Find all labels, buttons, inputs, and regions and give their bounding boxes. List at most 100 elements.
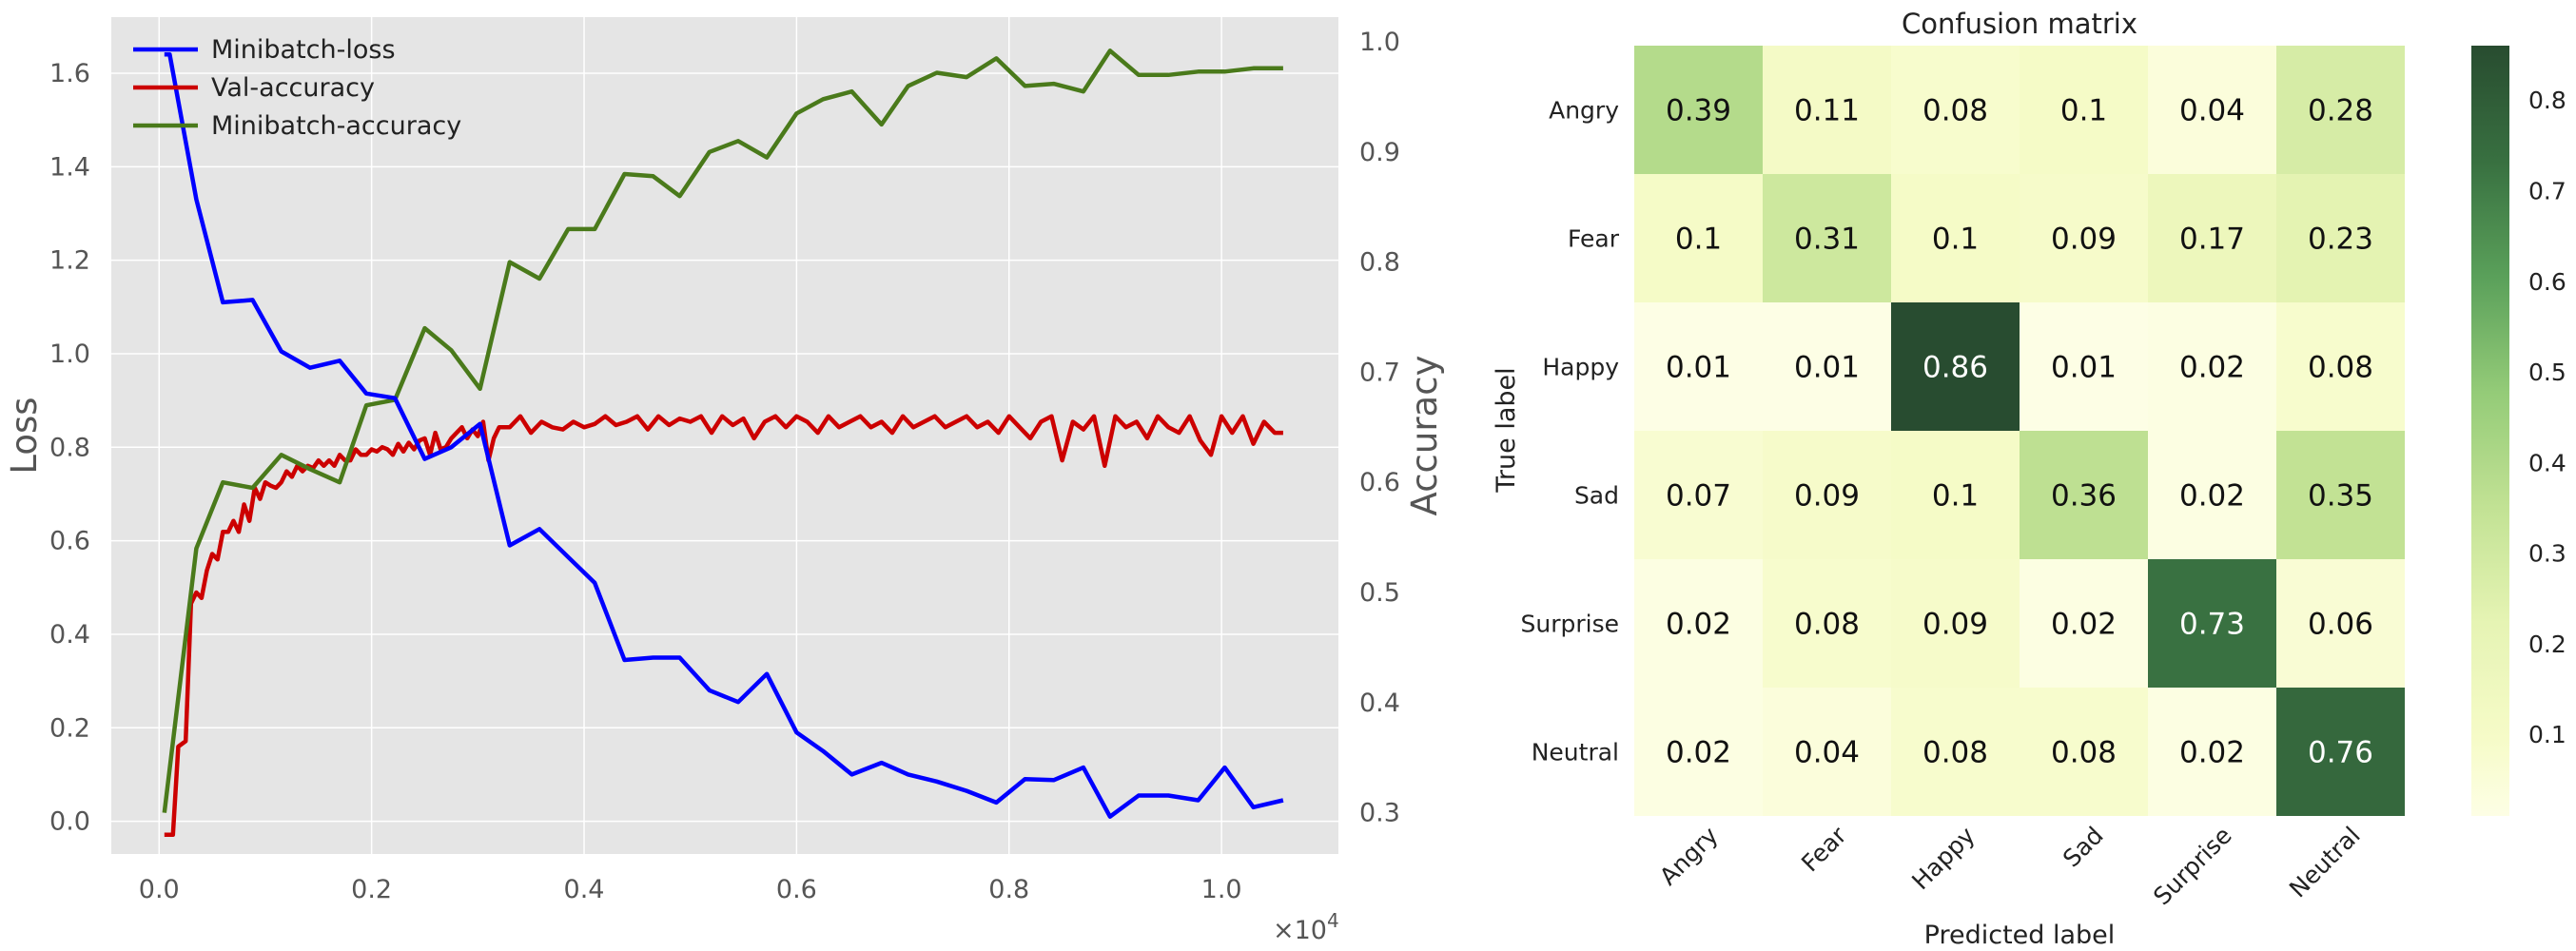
heatmap-cell [2020,559,2148,688]
y2-axis-label: Accuracy [1404,356,1445,516]
colorbar-tick-label: 0.7 [2528,177,2566,204]
cell-value-label: 0.07 [1666,479,1731,514]
colorbar-tick-label: 0.4 [2528,449,2566,476]
legend-label: Minibatch-accuracy [211,111,461,141]
heatmap-cell [1634,302,1763,431]
cell-value-label: 0.73 [2179,608,2245,642]
x-tick-label: Sad [2058,822,2109,873]
x-tick-label: 0.0 [139,875,180,904]
x-tick-labels: Angry Fear Happy Sad Surprise Neutral [1654,821,2366,910]
cell-value-label: 0.02 [2179,736,2245,770]
heatmap-cell [2148,431,2276,559]
x-axis-label: Predicted label [1924,921,2116,950]
x-tick-label: 0.2 [351,875,392,904]
cell-value-label: 0.01 [2051,351,2117,385]
gridlines [111,17,1338,854]
heatmap-cell [1634,174,1763,302]
heatmap-cell [2020,174,2148,302]
heatmap-cell [2276,431,2405,559]
heatmap-cell [1634,559,1763,688]
y-axis-label: True label [1492,367,1521,493]
heatmap-cell [1763,431,1891,559]
heatmap-cell [2148,559,2276,688]
x-tick-label: 0.4 [564,875,605,904]
colorbar: 0.1 0.2 0.3 0.4 0.5 0.6 0.7 0.8 [2471,46,2566,816]
y2-tick-labels: 0.3 0.4 0.5 0.6 0.7 0.8 0.9 1.0 [1359,28,1400,828]
cell-value-label: 0.01 [1794,351,1860,385]
heatmap-cell [2020,431,2148,559]
cell-value-label: 0.31 [1794,223,1860,257]
series-line-minibatch-accuracy [162,49,1283,813]
cell-value-label: 0.17 [2179,223,2245,257]
y-tick-label: 0.6 [49,527,90,556]
y-tick-label: Neutral [1532,739,1619,767]
y2-tick-label: 1.0 [1359,28,1400,57]
legend-label: Minibatch-loss [211,35,396,65]
y-tick-label: 1.4 [49,152,90,182]
cell-value-label: 0.08 [2308,351,2373,385]
y2-tick-label: 0.5 [1359,578,1400,608]
x-scale-label: ×104 [1273,909,1339,945]
cell-value-label: 0.86 [1922,351,1988,385]
heatmap-cell [2148,688,2276,816]
heatmap-cell [1891,174,2020,302]
cell-value-label: 0.1 [1932,479,1979,514]
y-tick-labels: Angry Fear Happy Sad Surprise Neutral [1521,97,1620,767]
heatmap-cell [2148,174,2276,302]
x-tick-label: 1.0 [1201,875,1242,904]
cell-value-label: 0.04 [2179,94,2245,128]
y-tick-label: Surprise [1521,611,1620,638]
x-tick-label: Happy [1906,822,1981,896]
y-tick-label: Happy [1542,354,1619,381]
y2-tick-label: 0.9 [1359,138,1400,167]
x-tick-label: Surprise [2148,822,2237,911]
heatmap-cell [1634,46,1763,174]
y2-tick-label: 0.4 [1359,689,1400,718]
y-tick-label: 0.0 [49,807,90,837]
cell-value-label: 0.08 [1922,736,1988,770]
heatmap-cell [1634,431,1763,559]
y-tick-label: 0.4 [49,620,90,650]
cell-value-label: 0.1 [1932,223,1979,257]
plot-background [111,17,1338,854]
y-tick-label: 0.2 [49,713,90,743]
cell-value-label: 0.1 [1675,223,1722,257]
heatmap-cell [1763,302,1891,431]
heatmap-cell [2148,46,2276,174]
y-tick-label: Sad [1574,482,1619,510]
cell-value-label: 0.02 [1666,608,1731,642]
cell-value-label: 0.1 [2060,94,2107,128]
cell-value-label: 0.09 [1922,608,1988,642]
y2-tick-label: 0.8 [1359,248,1400,278]
x-tick-label: Angry [1654,822,1724,891]
series-lines [162,49,1284,837]
series-line-minibatch-loss [164,52,1284,819]
y-tick-label: 0.8 [49,433,90,462]
x-tick-label: Neutral [2284,822,2366,903]
heatmap-cell [1763,688,1891,816]
colorbar-tick-label: 0.2 [2528,631,2566,658]
y-tick-label: 1.2 [49,246,90,276]
cell-value-label: 0.08 [1922,94,1988,128]
cell-value-label: 0.02 [2051,608,2117,642]
colorbar-tick-label: 0.6 [2528,268,2566,296]
y-tick-label: 1.6 [49,59,90,88]
cell-value-label: 0.11 [1794,94,1860,128]
training-curves-chart: 0.0 0.2 0.4 0.6 0.8 1.0 0.0 0.2 0.4 0.6 0.8 1.0 1.2… [4,17,1445,945]
colorbar-tick-label: 0.3 [2528,540,2566,568]
heatmap-cell [2020,302,2148,431]
heatmap-cell [1763,559,1891,688]
x-tick-labels: 0.0 0.2 0.4 0.6 0.8 1.0 [139,875,1242,904]
heatmap-cell [2276,46,2405,174]
cell-value-label: 0.28 [2308,94,2373,128]
heatmap-cell [2020,688,2148,816]
confusion-matrix-chart: Confusion matrix 0.39 0.11 0.08 0.1 0.04 0.28… [1492,8,2566,950]
cell-value-label: 0.09 [2051,223,2117,257]
heatmap-cell [2276,302,2405,431]
cell-value-label: 0.36 [2051,479,2117,514]
cell-value-label: 0.04 [1794,736,1860,770]
cell-value-label: 0.23 [2308,223,2373,257]
y-axis-label: Loss [4,397,45,474]
heatmap-cell [1891,431,2020,559]
